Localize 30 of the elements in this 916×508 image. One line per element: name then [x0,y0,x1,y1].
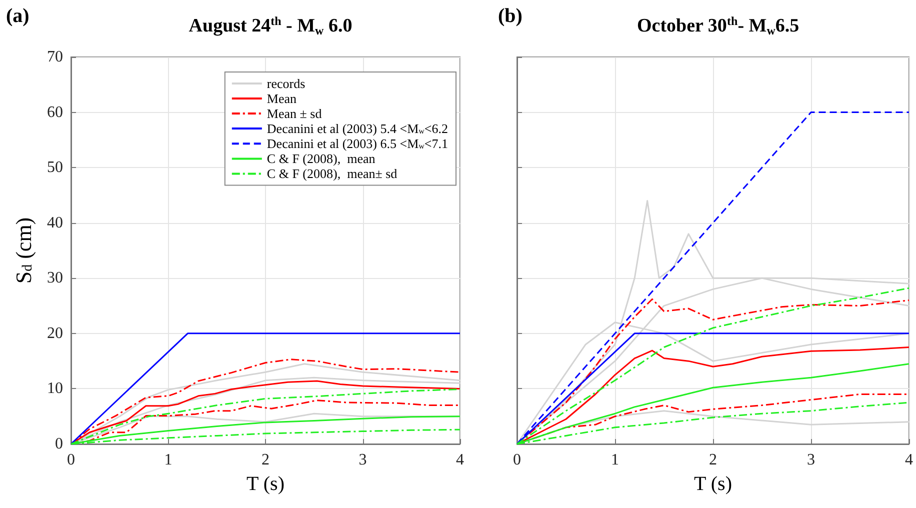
y-tick-label: 10 [47,380,63,398]
y-tick-label: 30 [47,270,63,287]
x-tick-label: 0 [513,452,521,468]
legend-label: C & F (2008), mean± sd [266,166,398,182]
x-axis-title: T (s) [694,473,732,495]
legend-label: C & F (2008), mean [266,151,376,166]
legend-label: records [266,76,306,91]
x-tick-label: 1 [164,452,172,468]
x-axis-title: T (s) [246,473,284,495]
text: (b) [498,5,522,27]
x-tick-label: 3 [358,452,367,468]
y-axis-title: Sd (cm) [11,217,36,284]
x-tick-label: 2 [709,452,717,468]
y-tick-label: 40 [47,214,63,232]
x-tick-label: 0 [67,452,75,468]
y-tick-label: 50 [47,159,63,176]
y-tick-label: 20 [47,324,63,342]
x-tick-label: 4 [905,452,913,468]
x-tick-label: 4 [456,452,464,468]
legend-label: Decanini et al (2003) 6.5 <Mw<7.1 [266,136,448,152]
y-tick-label: 60 [47,104,63,121]
legend-label: Mean [266,91,298,106]
text: (a) [6,5,30,27]
y-tick-label: 70 [47,48,63,66]
x-tick-label: 1 [611,452,619,468]
x-tick-label: 2 [262,452,270,468]
legend-label: Decanini et al (2003) 5.4 <Mw<6.2 [266,121,448,136]
y-tick-label: 0 [55,436,63,452]
legend-label: Mean ± sd [266,106,322,121]
x-tick-label: 3 [807,452,815,468]
